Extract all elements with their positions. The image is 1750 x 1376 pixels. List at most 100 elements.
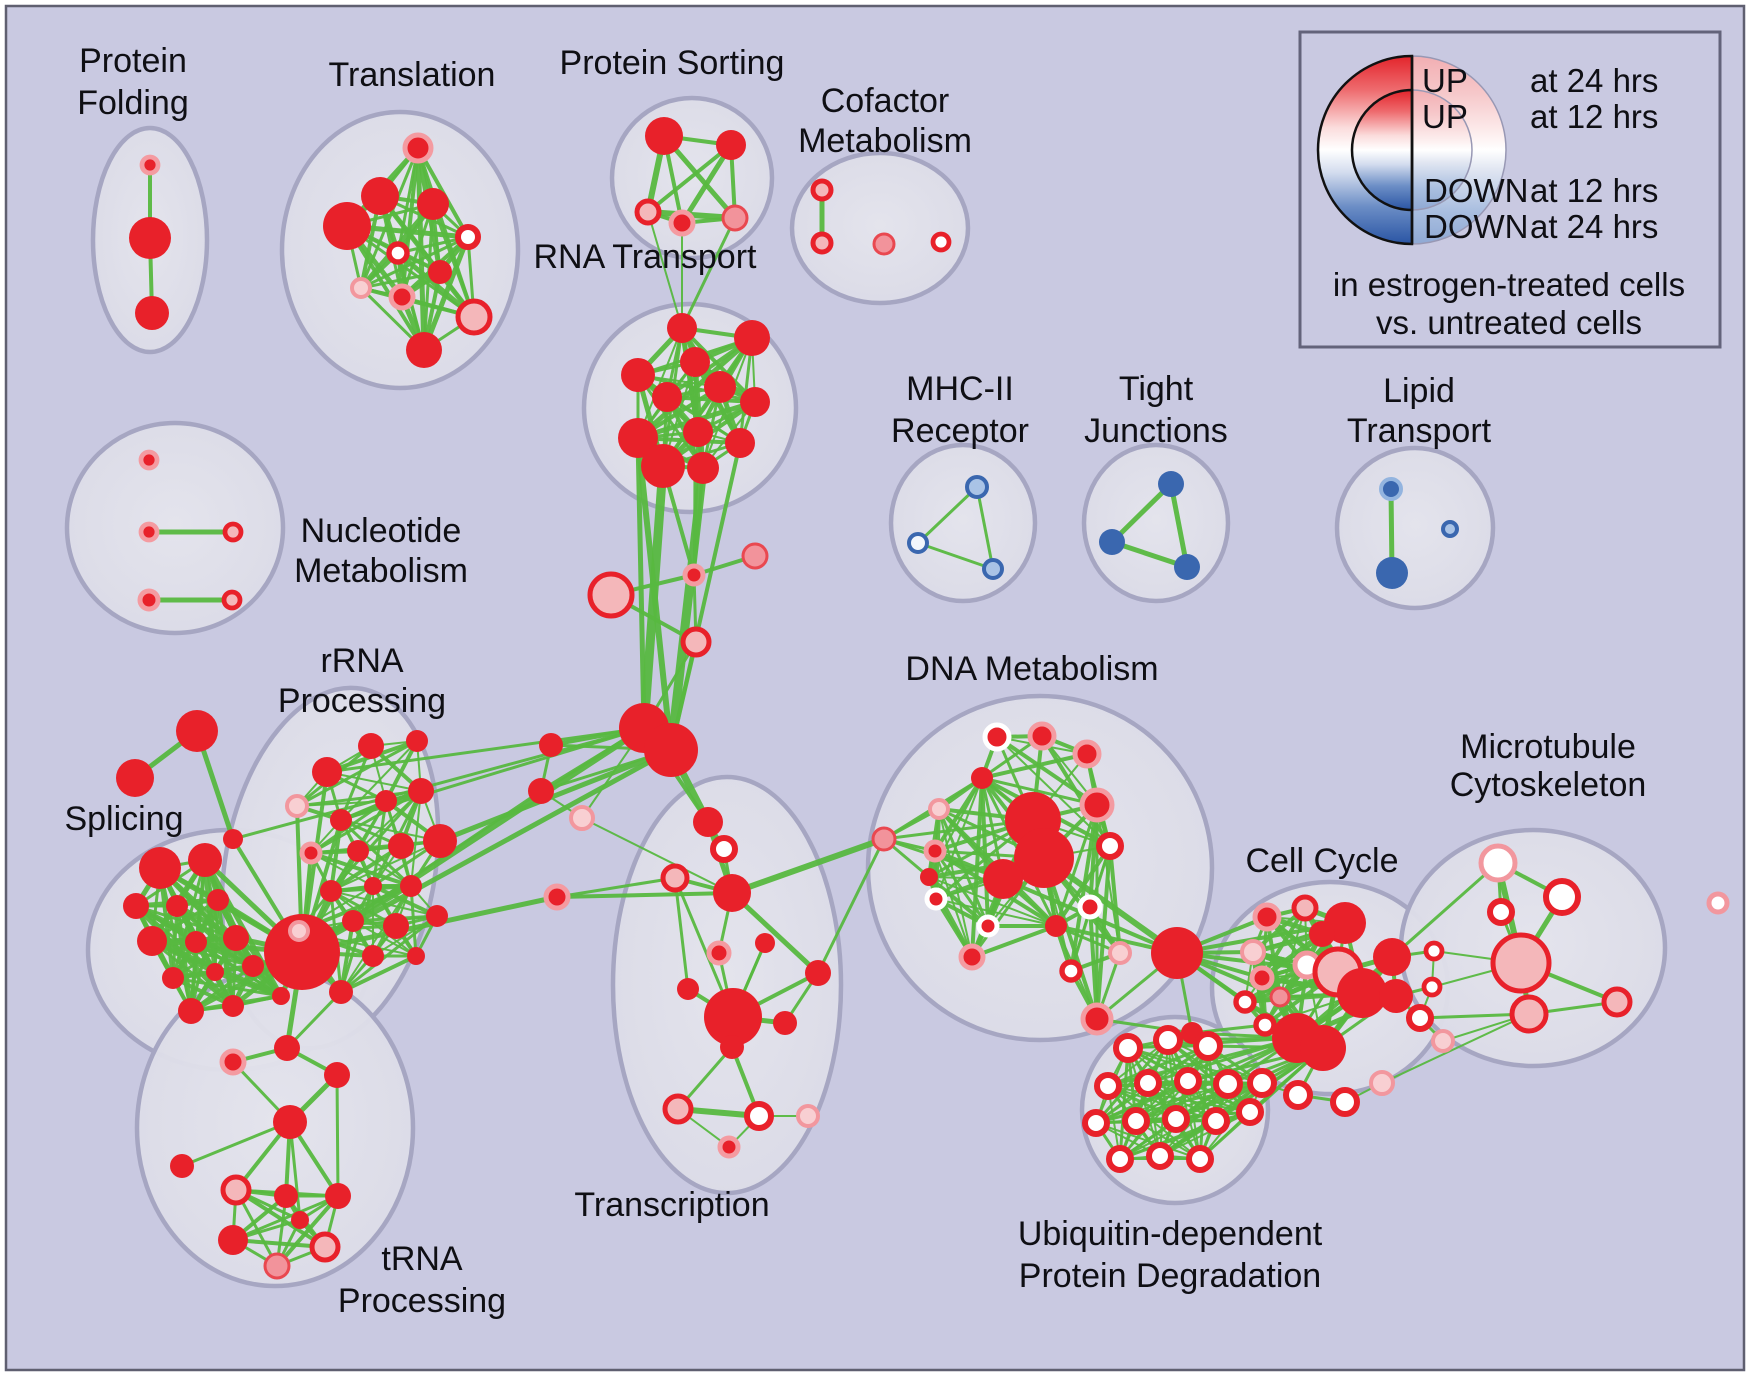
network-node bbox=[682, 563, 706, 587]
cluster-label-splicing-0: Splicing bbox=[64, 800, 183, 838]
network-edge bbox=[636, 373, 757, 404]
network-node bbox=[920, 868, 938, 886]
network-node bbox=[662, 1093, 694, 1125]
network-node bbox=[983, 859, 1023, 899]
network-node bbox=[123, 893, 149, 919]
cluster-label-rrna-processing-0: rRNA bbox=[320, 642, 403, 680]
network-node bbox=[139, 847, 181, 889]
network-node bbox=[1431, 1029, 1455, 1053]
network-node bbox=[455, 298, 493, 336]
network-node bbox=[1108, 941, 1132, 965]
network-node bbox=[406, 730, 428, 752]
network-node bbox=[634, 198, 662, 226]
network-node bbox=[907, 532, 929, 554]
legend-row-2-time: at 12 hrs bbox=[1530, 172, 1658, 209]
cluster-label-protein-sorting-0: Protein Sorting bbox=[560, 44, 785, 82]
network-node bbox=[1014, 828, 1074, 888]
network-edge bbox=[340, 885, 412, 993]
network-edge bbox=[729, 890, 821, 976]
network-node bbox=[1490, 932, 1552, 994]
network-edge bbox=[635, 435, 647, 731]
network-node bbox=[982, 722, 1012, 752]
network-node bbox=[408, 778, 434, 804]
network-node bbox=[116, 759, 154, 797]
network-node bbox=[185, 931, 207, 953]
network-node bbox=[706, 940, 732, 966]
network-node bbox=[386, 241, 410, 265]
network-edge bbox=[345, 224, 426, 352]
network-node bbox=[720, 1035, 744, 1059]
legend-row-1-direction: UP bbox=[1422, 98, 1468, 135]
network-node bbox=[407, 947, 425, 965]
network-node bbox=[428, 260, 452, 284]
network-node bbox=[323, 202, 371, 250]
network-node bbox=[693, 807, 723, 837]
network-node bbox=[704, 988, 762, 1046]
network-node bbox=[166, 895, 188, 917]
network-node bbox=[138, 521, 160, 543]
network-node bbox=[1376, 557, 1408, 589]
network-node bbox=[423, 824, 457, 858]
network-node bbox=[1487, 898, 1515, 926]
cluster-label-ubiquitin-degradation-0: Ubiquitin-dependent bbox=[1018, 1215, 1323, 1253]
network-edge bbox=[213, 898, 220, 974]
network-node bbox=[1080, 1002, 1114, 1036]
cluster-ellipse-cofactor-metabolism bbox=[789, 150, 971, 306]
network-node bbox=[796, 1104, 820, 1128]
cluster-label-cofactor-metabolism-1: Metabolism bbox=[798, 122, 972, 160]
network-node bbox=[1027, 721, 1057, 751]
network-node bbox=[139, 154, 161, 176]
legend: UP at 24 hrs UP at 12 hrs DOWN at 12 hrs… bbox=[1298, 30, 1722, 349]
network-node bbox=[1146, 1142, 1174, 1170]
network-edge bbox=[673, 876, 690, 991]
network-node bbox=[621, 358, 655, 392]
network-edge bbox=[1040, 734, 1112, 848]
network-edge bbox=[295, 739, 419, 808]
network-edge bbox=[980, 752, 1089, 780]
network-node bbox=[129, 217, 171, 259]
network-node bbox=[375, 790, 397, 812]
network-node bbox=[138, 449, 160, 471]
network-node bbox=[170, 1154, 194, 1178]
network-node bbox=[263, 1252, 291, 1280]
network-node bbox=[1543, 878, 1581, 916]
network-node bbox=[402, 132, 434, 164]
network-node bbox=[667, 313, 697, 343]
network-node bbox=[976, 914, 1000, 938]
network-node bbox=[206, 963, 224, 981]
network-edge bbox=[1106, 1044, 1210, 1088]
network-edge bbox=[431, 202, 476, 319]
cluster-label-lipid-transport-1: Transport bbox=[1347, 412, 1492, 450]
network-node bbox=[1601, 986, 1633, 1018]
network-node bbox=[1153, 1025, 1183, 1055]
network-node bbox=[1369, 1070, 1395, 1096]
network-node bbox=[1079, 787, 1115, 823]
network-node bbox=[342, 910, 364, 932]
network-node bbox=[1213, 1069, 1243, 1099]
network-node bbox=[324, 1062, 350, 1088]
network-edge bbox=[636, 373, 705, 470]
legend-row-0-direction: UP bbox=[1422, 62, 1468, 99]
network-edge bbox=[1094, 1038, 1170, 1125]
network-node bbox=[218, 1225, 248, 1255]
legend-row-3-time: at 24 hrs bbox=[1530, 208, 1658, 245]
network-node bbox=[717, 1135, 741, 1159]
network-edge bbox=[1390, 861, 1500, 959]
network-edge bbox=[410, 790, 422, 887]
network-node bbox=[982, 558, 1004, 580]
network-edge bbox=[581, 817, 733, 894]
network-node bbox=[1309, 921, 1335, 947]
network-node bbox=[1706, 891, 1730, 915]
network-node bbox=[871, 826, 897, 852]
network-node bbox=[660, 863, 690, 893]
network-node bbox=[543, 883, 571, 911]
cluster-label-microtubule-cytoskeleton-1: Cytoskeleton bbox=[1450, 766, 1647, 804]
network-node bbox=[178, 998, 204, 1024]
network-edge bbox=[1095, 844, 1112, 1021]
cluster-label-dna-metabolism-0: DNA Metabolism bbox=[905, 650, 1158, 688]
network-node bbox=[1269, 986, 1291, 1008]
network-node bbox=[219, 1048, 247, 1076]
network-node bbox=[272, 987, 290, 1005]
network-edge bbox=[646, 143, 733, 214]
